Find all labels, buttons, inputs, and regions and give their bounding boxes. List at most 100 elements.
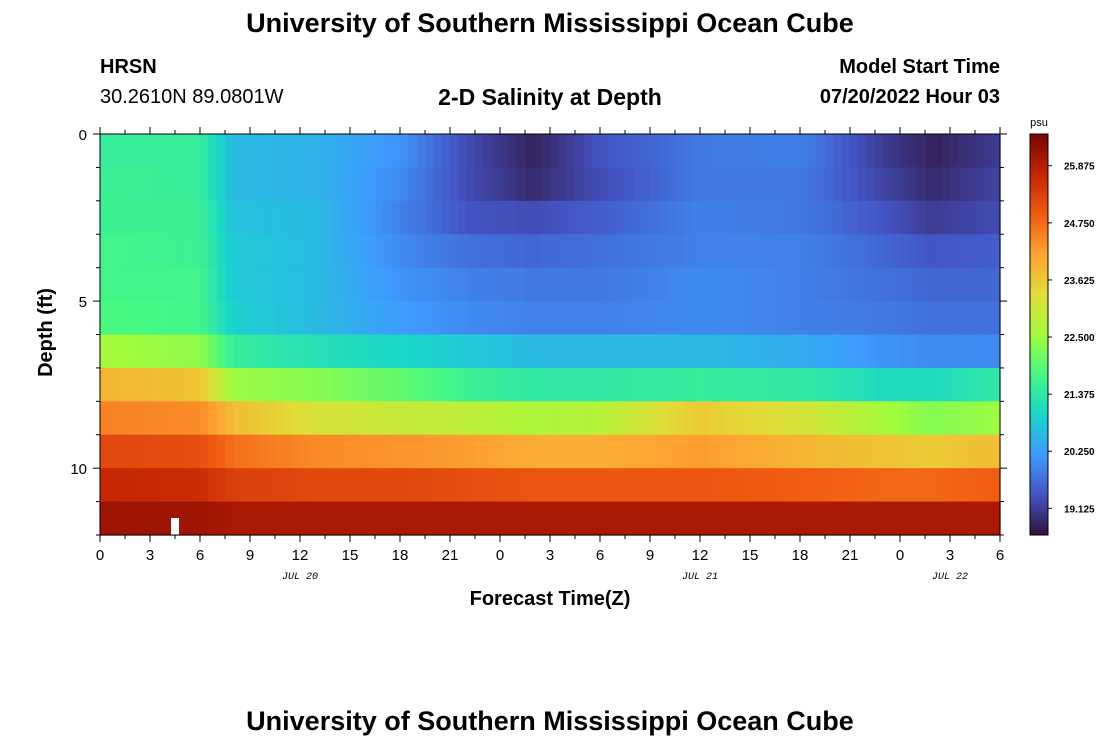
heatmap-cell bbox=[616, 401, 626, 436]
page-title: University of Southern Mississippi Ocean… bbox=[246, 8, 854, 38]
heatmap-cell bbox=[800, 167, 809, 202]
heatmap-cell bbox=[291, 134, 301, 169]
heatmap-cell bbox=[125, 200, 134, 235]
heatmap-cell bbox=[483, 468, 493, 503]
heatmap-cell bbox=[641, 200, 651, 235]
heatmap-cell bbox=[833, 401, 843, 436]
heatmap-cell bbox=[475, 501, 484, 536]
heatmap-cell bbox=[466, 501, 476, 536]
heatmap-cell bbox=[258, 367, 268, 402]
heatmap-cell bbox=[666, 167, 676, 202]
heatmap-cell bbox=[350, 167, 359, 202]
heatmap-cell bbox=[408, 234, 418, 269]
heatmap-cell bbox=[450, 200, 459, 235]
heatmap-cell bbox=[766, 434, 776, 469]
heatmap-cell bbox=[666, 301, 676, 336]
heatmap-cell bbox=[716, 134, 726, 169]
heatmap-cell bbox=[450, 501, 459, 536]
heatmap-cell bbox=[816, 501, 826, 536]
heatmap-cell bbox=[658, 134, 668, 169]
heatmap-cell bbox=[283, 367, 293, 402]
heatmap-cell bbox=[158, 501, 168, 536]
heatmap-cell bbox=[641, 468, 651, 503]
heatmap-cell bbox=[850, 301, 859, 336]
heatmap-cell bbox=[300, 234, 309, 269]
heatmap-cell bbox=[350, 134, 359, 169]
heatmap-cell bbox=[366, 468, 376, 503]
heatmap-cell bbox=[508, 234, 518, 269]
heatmap-cell bbox=[141, 167, 151, 202]
heatmap-cell bbox=[250, 200, 259, 235]
heatmap-cell bbox=[175, 267, 184, 302]
heatmap-cell bbox=[741, 468, 751, 503]
x-tick-label: 0 bbox=[496, 547, 504, 564]
heatmap-cell bbox=[150, 501, 159, 536]
heatmap-cell bbox=[608, 468, 618, 503]
heatmap-cell bbox=[833, 301, 843, 336]
heatmap-cell bbox=[525, 200, 534, 235]
heatmap-cell bbox=[283, 334, 293, 369]
heatmap-cell bbox=[558, 167, 568, 202]
heatmap-cell bbox=[416, 200, 426, 235]
heatmap-cell bbox=[475, 134, 484, 169]
heatmap-cell bbox=[500, 434, 509, 469]
heatmap-cell bbox=[300, 468, 309, 503]
heatmap-cell bbox=[208, 367, 218, 402]
heatmap-cell bbox=[200, 367, 209, 402]
heatmap-cell bbox=[908, 401, 918, 436]
heatmap-cell bbox=[141, 501, 151, 536]
heatmap-cell bbox=[775, 267, 784, 302]
heatmap-cell bbox=[458, 301, 468, 336]
heatmap-cell bbox=[583, 167, 593, 202]
heatmap-cell bbox=[841, 267, 851, 302]
heatmap-cell bbox=[708, 301, 718, 336]
heatmap-cell bbox=[800, 267, 809, 302]
heatmap-cell bbox=[466, 167, 476, 202]
heatmap-cell bbox=[450, 134, 459, 169]
heatmap-cell bbox=[566, 434, 576, 469]
heatmap-cell bbox=[475, 234, 484, 269]
heatmap-cell bbox=[100, 200, 109, 235]
heatmap-cell bbox=[800, 234, 809, 269]
heatmap-cell bbox=[375, 334, 384, 369]
heatmap-cell bbox=[575, 434, 584, 469]
heatmap-cell bbox=[758, 167, 768, 202]
heatmap-cell bbox=[958, 134, 968, 169]
heatmap-cell bbox=[741, 267, 751, 302]
heatmap-cell bbox=[808, 468, 818, 503]
heatmap-cell bbox=[958, 234, 968, 269]
heatmap-cell bbox=[216, 367, 226, 402]
heatmap-cell bbox=[291, 401, 301, 436]
heatmap-cell bbox=[708, 434, 718, 469]
heatmap-cell bbox=[475, 167, 484, 202]
heatmap-cell bbox=[800, 301, 809, 336]
heatmap-cell bbox=[125, 234, 134, 269]
heatmap-cell bbox=[600, 367, 609, 402]
heatmap-cell bbox=[466, 468, 476, 503]
heatmap-cell bbox=[650, 468, 659, 503]
heatmap-cell bbox=[150, 167, 159, 202]
heatmap-cell bbox=[950, 200, 959, 235]
heatmap-cell bbox=[133, 468, 143, 503]
heatmap-cell bbox=[333, 501, 343, 536]
heatmap-cell bbox=[283, 468, 293, 503]
heatmap-cell bbox=[216, 501, 226, 536]
heatmap-cell bbox=[408, 301, 418, 336]
heatmap-cell bbox=[725, 501, 734, 536]
heatmap-cell bbox=[608, 434, 618, 469]
heatmap-cell bbox=[716, 434, 726, 469]
heatmap-cell bbox=[725, 134, 734, 169]
heatmap-cell bbox=[933, 401, 943, 436]
heatmap-cell bbox=[775, 167, 784, 202]
heatmap-cell bbox=[675, 267, 684, 302]
heatmap-cell bbox=[783, 134, 793, 169]
heatmap-cell bbox=[250, 501, 259, 536]
heatmap-cell bbox=[333, 267, 343, 302]
heatmap-cell bbox=[400, 434, 409, 469]
heatmap-cell bbox=[850, 200, 859, 235]
heatmap-cell bbox=[433, 501, 443, 536]
heatmap-cell bbox=[858, 234, 868, 269]
heatmap-cell bbox=[350, 334, 359, 369]
heatmap-cell bbox=[766, 334, 776, 369]
heatmap-cell bbox=[358, 501, 368, 536]
